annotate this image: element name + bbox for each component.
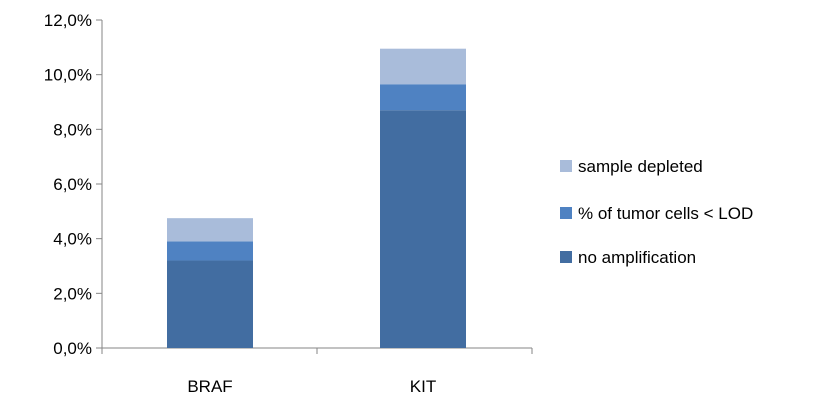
y-tick-label: 6,0% <box>53 175 92 194</box>
bar-kit-2 <box>380 48 466 85</box>
y-tick-label: 8,0% <box>53 120 92 139</box>
legend-swatch <box>560 251 572 263</box>
legend-swatch <box>560 160 572 172</box>
y-tick-label: 10,0% <box>44 66 92 85</box>
legend-label: sample depleted <box>578 157 703 176</box>
bar-kit-0 <box>380 110 466 348</box>
plot-area: 0,0% 2,0% 4,0% 6,0% 8,0% 10,0% 12,0% BRAF KIT <box>44 11 533 396</box>
bar-braf-2 <box>167 218 253 242</box>
y-tick-label: 2,0% <box>53 284 92 303</box>
y-tick-label: 0,0% <box>53 339 92 358</box>
bar-braf-0 <box>167 260 253 348</box>
legend-label: % of tumor cells < LOD <box>578 204 753 223</box>
legend: sample depleted % of tumor cells < LOD no … <box>560 157 753 267</box>
bar-braf-1 <box>167 241 253 261</box>
x-category-label: KIT <box>410 377 436 396</box>
legend-label: no amplification <box>578 248 696 267</box>
bar-kit-1 <box>380 84 466 111</box>
y-tick-label: 12,0% <box>44 11 92 30</box>
legend-swatch <box>560 207 572 219</box>
x-category-label: BRAF <box>187 377 232 396</box>
y-tick-label: 4,0% <box>53 230 92 249</box>
